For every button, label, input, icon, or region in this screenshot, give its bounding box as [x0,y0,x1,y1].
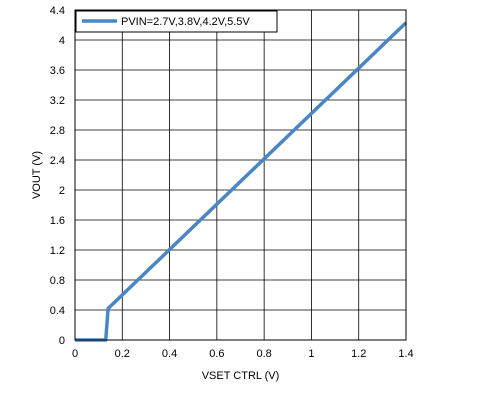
y-axis-label: VOUT (V) [31,151,43,199]
y-tick-label: 1.6 [50,215,65,227]
legend-box [75,10,278,33]
y-tick-label: 2.4 [50,155,65,167]
y-tick-label: 1.2 [50,245,65,257]
x-tick-label: 0.8 [256,348,271,360]
plot-frame [74,9,407,341]
grid [75,10,406,340]
x-tick-label: 0.2 [115,348,130,360]
y-tick-label: 2.8 [50,125,65,137]
legend-label: PVIN=2.7V,3.8V,4.2V,5.5V [121,16,250,28]
x-tick-label: 0.6 [209,348,224,360]
x-tick-label: 1.4 [398,348,413,360]
y-tick-label: 3.2 [50,95,65,107]
y-tick-label: 0 [59,335,65,347]
y-tick-label: 2 [59,185,65,197]
y-tick-label: 4.4 [50,5,65,17]
y-tick-label: 4 [59,35,65,47]
legend: PVIN=2.7V,3.8V,4.2V,5.5V [75,10,278,33]
tick-labels: 0 0.2 0.4 0.6 0.8 1 1.2 1.4 0 0.4 0.8 1.2 1.6 2 2.4 2.8… [50,5,414,360]
x-axis-label: VSET CTRL (V) [202,370,280,382]
y-tick-label: 3.6 [50,65,65,77]
x-tick-label: 1.2 [351,348,366,360]
x-tick-label: 1 [308,348,314,360]
y-tick-label: 0.4 [50,305,65,317]
x-tick-label: 0 [72,348,78,360]
x-tick-label: 0.4 [162,348,177,360]
y-tick-label: 0.8 [50,275,65,287]
